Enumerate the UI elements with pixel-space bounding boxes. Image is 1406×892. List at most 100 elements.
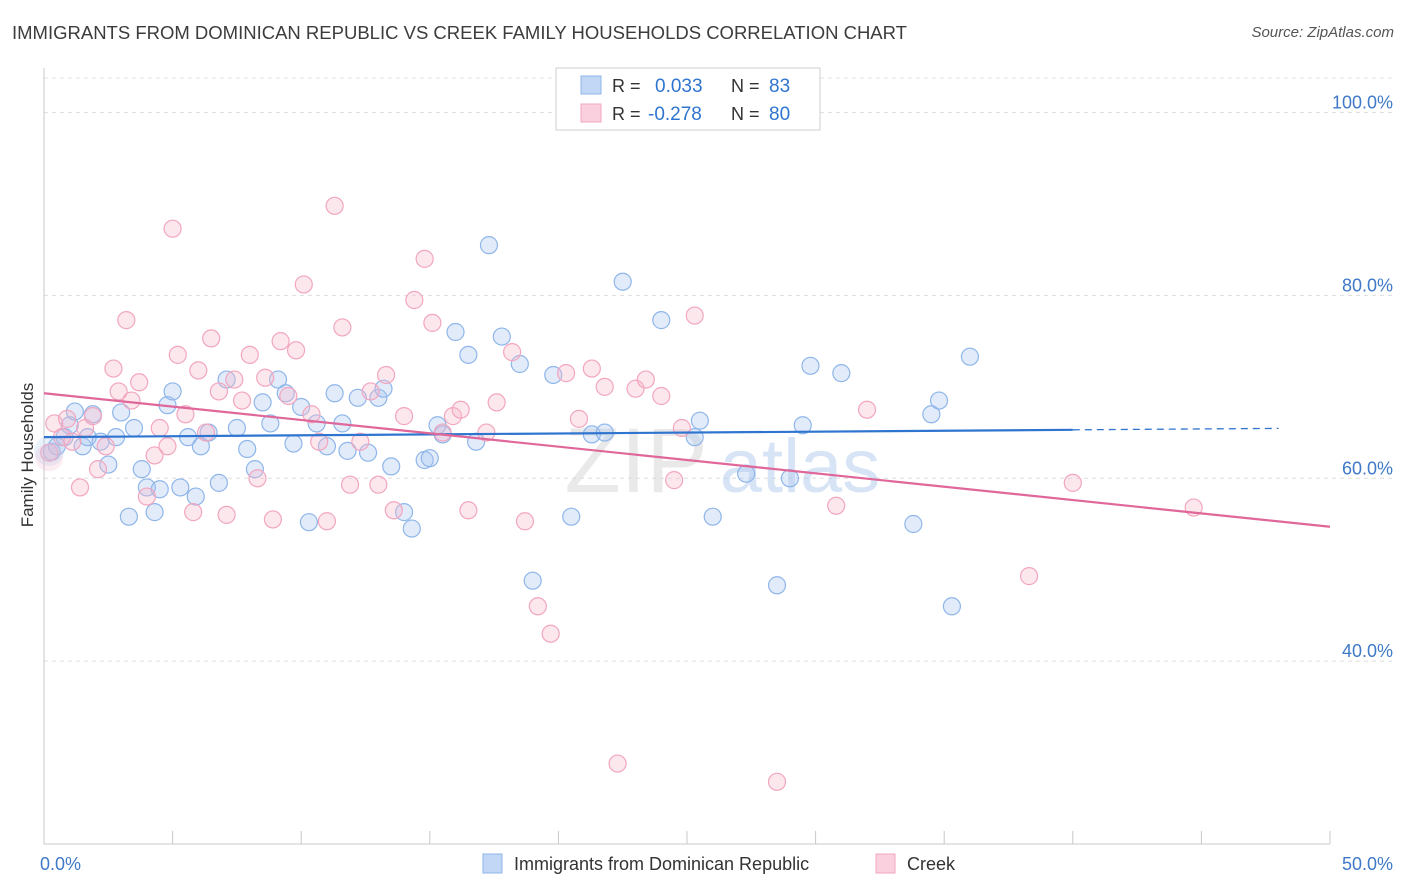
point-dominican [132,460,151,479]
point-dominican [119,507,138,526]
point-creek [1019,567,1039,586]
point-creek [477,423,496,442]
point-dominican [338,441,357,460]
point-creek [158,437,177,456]
point-creek [168,345,187,364]
point-creek [104,359,123,378]
point-creek [333,318,352,337]
point-creek [117,311,136,330]
point-dominican [227,418,246,438]
point-creek [286,341,306,360]
point-creek [626,379,645,398]
y-tick-label: 80.0% [1342,275,1393,295]
y-tick-label: 100.0% [1332,93,1393,113]
point-creek [451,400,470,419]
stats-r-label-1: R = [612,76,641,96]
point-creek [240,345,259,364]
point-dominican [942,597,962,616]
point-dominican [191,437,210,456]
point-creek [40,443,59,462]
stats-swatch-blue [580,75,602,95]
point-dominican [922,405,941,424]
point-creek [423,313,442,332]
point-creek [232,391,252,410]
point-creek [279,386,298,406]
point-creek [394,407,414,426]
point-dominican [209,473,228,492]
point-creek [189,361,208,380]
point-dominican [284,434,303,453]
point-dominican [929,391,949,410]
point-creek [384,501,403,520]
tick-labels: 100.0% 80.0% 60.0% 40.0% 0.0% 50.0% [40,93,1393,874]
point-creek [652,386,671,406]
point-creek [1063,473,1082,492]
point-creek [70,478,90,497]
legend-swatch-creek [875,853,896,874]
point-dominican [382,457,401,476]
point-dominican [492,327,511,346]
point-creek [459,501,478,520]
point-dominican [832,364,851,383]
point-creek [122,391,141,410]
point-creek [340,475,360,494]
point-creek [96,437,115,456]
point-dominican [690,411,709,430]
point-creek [369,475,388,494]
point-creek [294,275,313,294]
point-creek [557,364,576,383]
series-legend: Immigrants from Dominican Republic Creek [482,853,956,874]
point-creek [827,496,846,515]
point-creek [433,423,452,442]
point-creek [582,359,601,378]
point-dominican [562,507,581,526]
y-tick-label: 60.0% [1342,458,1393,478]
stats-r-value-1: 0.033 [655,76,703,97]
x-tick-label-max: 50.0% [1342,854,1393,874]
point-dominican [171,478,190,497]
point-creek [263,510,283,529]
point-creek [487,393,506,412]
point-creek [83,407,102,426]
watermark: ZIP atlas [564,410,880,512]
point-dominican [904,514,923,534]
point-dominican [960,347,980,366]
stats-n-value-2: 80 [769,104,790,125]
stats-n-label-2: N = [731,104,760,124]
point-creek [202,329,221,348]
point-creek [137,487,156,506]
point-creek [351,432,370,451]
point-creek [163,219,182,238]
point-creek [63,432,82,451]
trendline-creek [43,392,1331,528]
point-dominican [99,455,118,474]
point-creek [310,432,329,451]
point-creek [672,418,691,438]
point-dominican [767,576,787,595]
point-creek [405,290,424,310]
trendline-dominican-extension [1072,427,1279,431]
point-creek [302,405,321,424]
point-cluster-creek [35,443,64,472]
trend-lines [43,392,1331,528]
point-creek [130,373,149,392]
stats-n-label-1: N = [731,76,760,96]
point-creek [88,460,108,479]
point-dominican [276,384,295,403]
point-dominican [292,397,311,417]
point-creek [376,365,396,385]
point-dominican [112,403,131,422]
point-dominican [325,384,344,403]
stats-legend: R = 0.033 N = 83 R = -0.278 N = 80 [555,67,821,131]
point-creek [196,423,216,442]
point-creek [271,332,290,351]
point-creek [665,471,684,490]
point-creek [150,418,169,438]
point-dominican [186,487,205,506]
point-creek [595,377,614,396]
point-creek [145,446,164,465]
point-dominican [479,236,499,255]
chart-title: IMMIGRANTS FROM DOMINICAN REPUBLIC VS CR… [12,22,907,43]
point-dominican [652,311,671,330]
